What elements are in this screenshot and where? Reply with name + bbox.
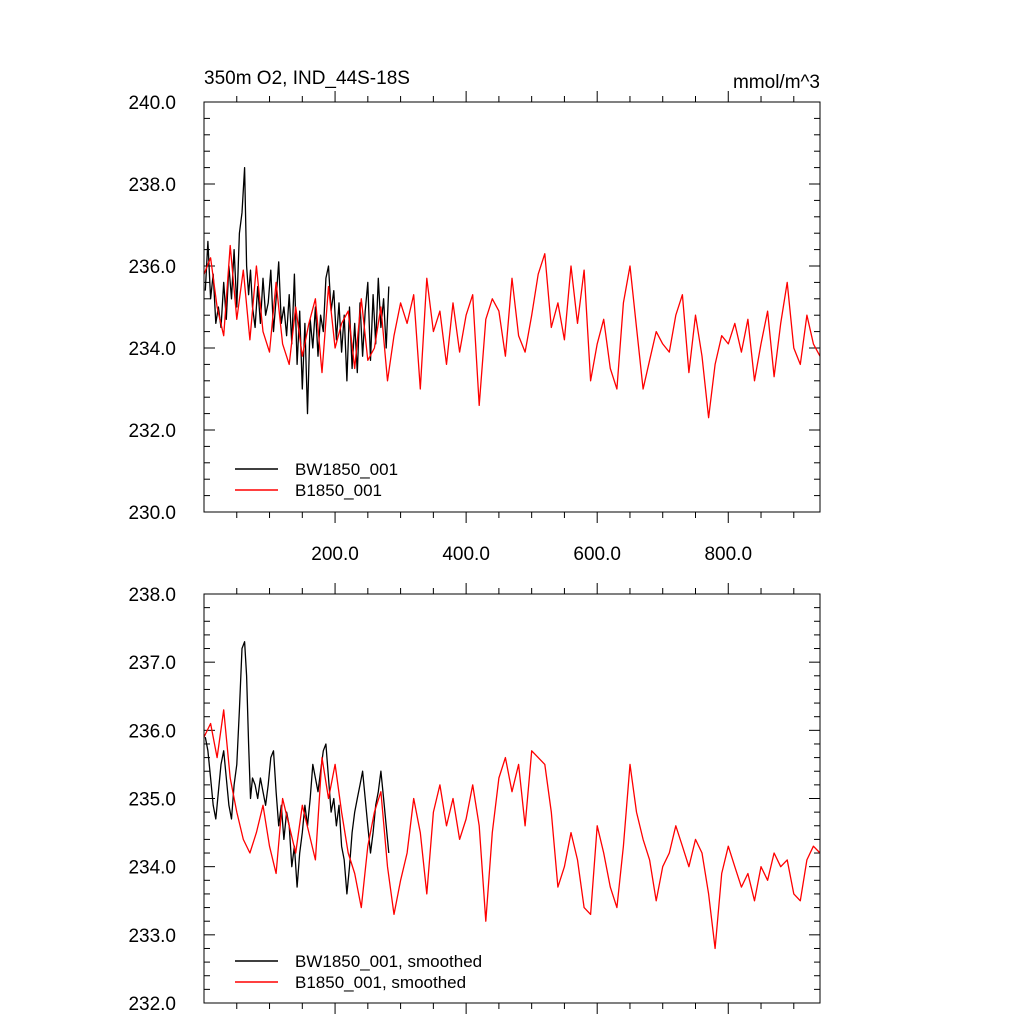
units-label: mmol/m^3	[733, 72, 820, 93]
y-tick-label: 236.0	[128, 721, 176, 742]
y-tick-label: 237.0	[128, 653, 176, 674]
series-line-b1850	[203, 709, 821, 950]
x-tick-label: 800.0	[704, 544, 752, 565]
y-tick-label: 236.0	[128, 257, 176, 278]
y-tick-label: 232.0	[128, 421, 176, 442]
y-tick-label: 234.0	[128, 858, 176, 879]
y-tick-label: 235.0	[128, 790, 176, 811]
figure-title: 350m O2, IND_44S-18S	[204, 68, 410, 89]
series-line-bw1850	[204, 166, 390, 415]
x-tick-label: 400.0	[442, 544, 490, 565]
legend-label: BW1850_001	[295, 460, 398, 479]
panel-smoothed: 238.0 237.0 236.0 235.0 234.0 233.0 232.0 BW185…	[128, 583, 821, 1015]
y-tick-label: 238.0	[128, 585, 176, 606]
plot-frame	[203, 101, 821, 513]
y-tick-label: 233.0	[128, 926, 176, 947]
series-line-bw1850	[204, 641, 390, 895]
panel-raw: 240.0 238.0 236.0 234.0 232.0 230.0 200.0 400.0…	[128, 91, 821, 565]
x-tick-label: 600.0	[573, 544, 621, 565]
y-tick-label: 230.0	[128, 503, 176, 524]
plot-frame	[203, 593, 821, 1004]
y-tick-label: 238.0	[128, 175, 176, 196]
legend-label: B1850_001, smoothed	[295, 973, 466, 992]
series-line-b1850	[203, 244, 821, 419]
x-tick-label: 200.0	[311, 544, 359, 565]
legend-label: BW1850_001, smoothed	[295, 952, 482, 971]
legend-label: B1850_001	[295, 481, 382, 500]
y-tick-label: 234.0	[128, 339, 176, 360]
y-tick-label: 240.0	[128, 93, 176, 114]
y-tick-label: 232.0	[128, 994, 176, 1015]
